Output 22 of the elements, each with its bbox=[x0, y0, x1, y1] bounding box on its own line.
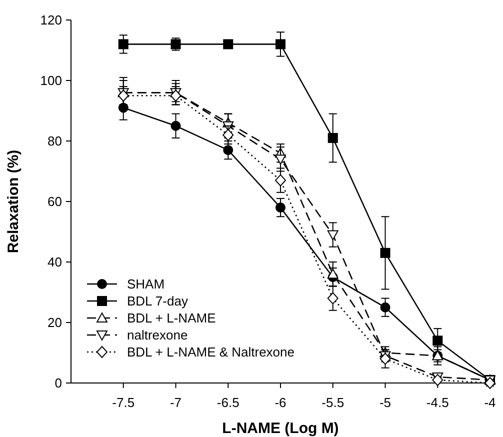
x-tick-label: -6.5 bbox=[216, 395, 240, 410]
legend-label: naltrexone bbox=[127, 328, 188, 343]
legend-label: BDL + L-NAME & Naltrexone bbox=[127, 344, 295, 360]
y-tick-label: 80 bbox=[48, 134, 62, 149]
x-tick-label: -5 bbox=[379, 395, 392, 410]
x-tick-label: -7 bbox=[170, 395, 182, 410]
y-tick-label: 0 bbox=[54, 376, 62, 391]
x-tick-label: -4.5 bbox=[426, 395, 449, 410]
y-tick-label: 100 bbox=[40, 73, 62, 88]
x-tick-label: -4 bbox=[484, 395, 496, 410]
y-tick-label: 40 bbox=[48, 254, 62, 270]
y-tick-label: 20 bbox=[48, 315, 62, 330]
y-tick-label: 120 bbox=[40, 12, 62, 28]
x-tick-label: -5.5 bbox=[322, 395, 344, 410]
legend-label: SHAM bbox=[127, 276, 165, 292]
x-tick-label: -6 bbox=[274, 395, 286, 410]
y-tick-label: 60 bbox=[48, 194, 62, 210]
legend-label: BDL + L-NAME bbox=[127, 310, 216, 326]
y-axis-title: Relaxation (%) bbox=[5, 150, 22, 254]
legend-label: BDL 7-day bbox=[127, 294, 188, 309]
x-tick-label: -7.5 bbox=[112, 395, 135, 410]
x-axis-title: L-NAME (Log M) bbox=[222, 420, 339, 437]
